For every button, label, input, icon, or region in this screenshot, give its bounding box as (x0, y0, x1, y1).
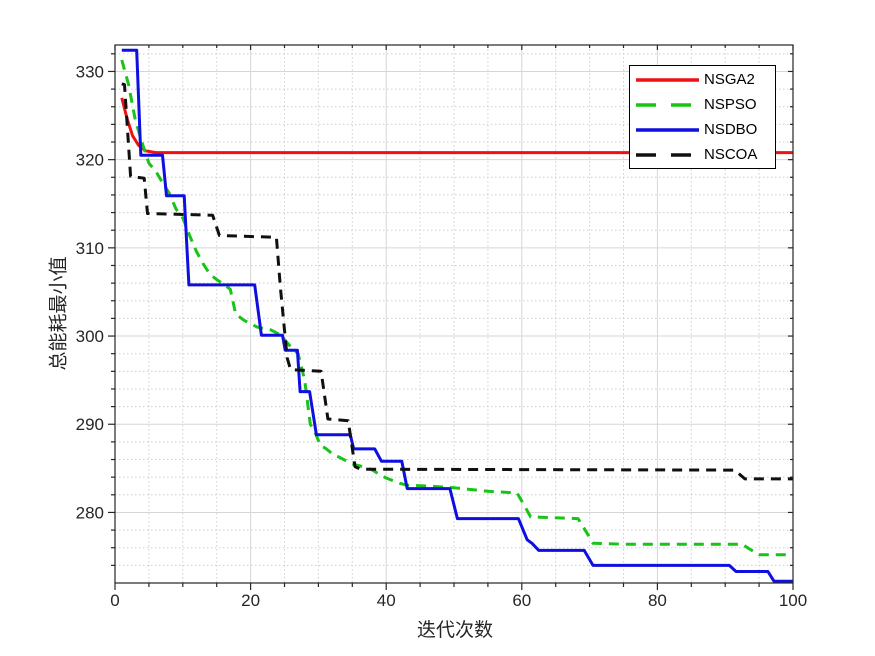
tick-label: 330 (76, 62, 104, 81)
tick-label: 20 (241, 591, 260, 610)
tick-label: 100 (779, 591, 807, 610)
tick-label: 80 (648, 591, 667, 610)
legend-line-sample (636, 75, 699, 85)
x-tick-labels: 0 20 40 60 80 100 (110, 591, 807, 610)
y-axis-label: 总能耗最小值 (48, 256, 70, 371)
legend: NSGA2 NSPSO NSDBO NSCOA (629, 65, 776, 169)
legend-line-NSPSO (636, 102, 699, 107)
legend-label: NSDBO (704, 121, 758, 138)
tick-label: 0 (110, 591, 119, 610)
legend-line-NSGA2 (636, 77, 699, 82)
tick-label: 300 (76, 327, 104, 346)
tick-label: 40 (377, 591, 396, 610)
tick-label: 60 (512, 591, 531, 610)
series-line-NSDBO (121, 48, 793, 583)
series-line-NSCOA (121, 82, 793, 481)
tick-label: 290 (76, 415, 104, 434)
legend-label: NSCOA (704, 146, 758, 163)
legend-line-NSCOA (636, 152, 699, 157)
legend-item: NSPSO (636, 92, 775, 117)
legend-label: NSGA2 (704, 71, 755, 88)
legend-line-sample (636, 150, 699, 160)
x-axis-label: 迭代次数 (416, 620, 493, 641)
legend-line-NSDBO (636, 127, 699, 132)
legend-line-sample (636, 100, 699, 110)
tick-label: 280 (76, 503, 104, 522)
tick-label: 320 (76, 151, 104, 170)
tick-label: 310 (76, 239, 104, 258)
legend-item: NSGA2 (636, 67, 775, 92)
legend-label: NSPSO (704, 96, 757, 113)
major-gridlines (115, 45, 793, 583)
legend-item: NSCOA (636, 142, 775, 167)
legend-line-sample (636, 125, 699, 135)
y-tick-labels: 280 290 300 310 320 330 (76, 62, 104, 522)
tick-marks (108, 45, 794, 590)
legend-item: NSDBO (636, 117, 775, 142)
